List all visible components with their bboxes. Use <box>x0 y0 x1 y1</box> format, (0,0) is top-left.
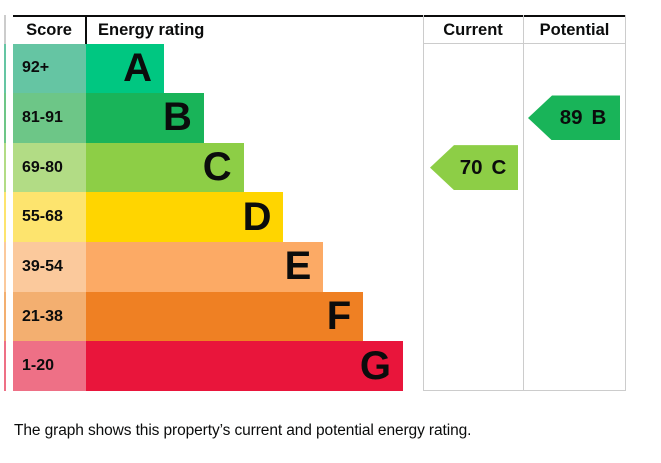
current-rating-value: 70 <box>459 155 483 179</box>
edge-strip-band-segment <box>4 93 6 143</box>
header-bottom-rule <box>423 43 626 44</box>
band-row-d: 55-68 D <box>13 192 626 243</box>
current-column-left-rule <box>423 15 424 391</box>
band-bar: E <box>86 242 324 292</box>
edge-strip-band-segment <box>4 192 6 243</box>
edge-strip-band-segment <box>4 142 6 193</box>
band-score-range: 39-54 <box>13 242 86 292</box>
potential-column-left-rule <box>523 15 524 391</box>
chart-header: Score Energy rating Current Potential <box>13 17 626 44</box>
chart-bottom-rule <box>423 390 626 391</box>
band-score-range: 81-91 <box>13 93 86 143</box>
edge-strip-header-segment <box>4 15 6 44</box>
band-row-a: 92+ A <box>13 43 626 94</box>
epc-rating-chart: Score Energy rating Current Potential 92… <box>13 15 626 391</box>
header-potential: Potential <box>539 21 610 39</box>
header-energy-rating: Energy rating <box>98 21 205 39</box>
potential-column-right-rule <box>625 15 626 391</box>
edge-strip-band-segment <box>4 43 6 94</box>
potential-rating-value: 89 <box>559 105 583 129</box>
edge-strip-band-segment <box>4 341 6 391</box>
band-bar: D <box>86 192 284 243</box>
band-bar: F <box>86 291 364 342</box>
edge-strip-band-segment <box>4 291 6 342</box>
band-score-range: 92+ <box>13 43 86 94</box>
band-score-range: 69-80 <box>13 142 86 193</box>
header-current: Current <box>443 21 503 39</box>
left-edge-strip <box>4 15 6 391</box>
band-row-f: 21-38 F <box>13 291 626 342</box>
caption: The graph shows this property’s current … <box>14 422 472 439</box>
chart-top-border <box>13 15 626 17</box>
band-row-e: 39-54 E <box>13 242 626 292</box>
potential-rating-band: B <box>591 105 607 129</box>
band-score-range: 21-38 <box>13 291 86 342</box>
band-bar: C <box>86 142 244 193</box>
band-row-g: 1-20 G <box>13 341 626 391</box>
current-rating-band: C <box>491 155 507 179</box>
band-score-range: 1-20 <box>13 341 86 391</box>
band-bar: B <box>86 93 204 143</box>
band-bar: G <box>86 341 403 391</box>
edge-strip-band-segment <box>4 242 6 292</box>
header-divider <box>85 17 87 44</box>
band-rows: 92+ A 81-91 B 69-80 C 55-68 D 39-54 E 21-38 F 1-20 G <box>13 43 626 392</box>
band-row-b: 81-91 B <box>13 93 626 143</box>
band-bar: A <box>86 43 164 94</box>
band-row-c: 69-80 C <box>13 142 626 193</box>
band-score-range: 55-68 <box>13 192 86 243</box>
header-score: Score <box>26 21 72 39</box>
